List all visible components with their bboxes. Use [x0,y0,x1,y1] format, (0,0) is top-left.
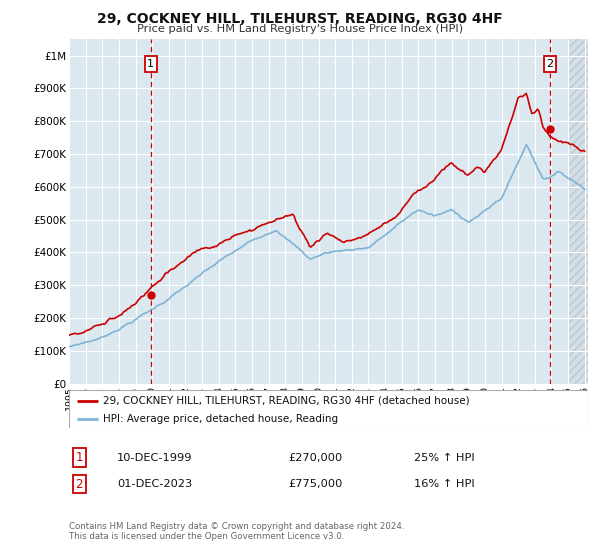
Text: 10-DEC-1999: 10-DEC-1999 [117,452,193,463]
Text: 1: 1 [76,451,83,464]
Text: 2: 2 [76,478,83,491]
Text: 25% ↑ HPI: 25% ↑ HPI [414,452,475,463]
Text: 1: 1 [147,59,154,69]
Text: 29, COCKNEY HILL, TILEHURST, READING, RG30 4HF: 29, COCKNEY HILL, TILEHURST, READING, RG… [97,12,503,26]
Text: Price paid vs. HM Land Registry's House Price Index (HPI): Price paid vs. HM Land Registry's House … [137,24,463,34]
Text: HPI: Average price, detached house, Reading: HPI: Average price, detached house, Read… [103,414,338,424]
Bar [568,39,600,384]
Text: 01-DEC-2023: 01-DEC-2023 [117,479,192,489]
Text: £775,000: £775,000 [288,479,343,489]
Text: Contains HM Land Registry data © Crown copyright and database right 2024.
This d: Contains HM Land Registry data © Crown c… [69,522,404,542]
Text: 29, COCKNEY HILL, TILEHURST, READING, RG30 4HF (detached house): 29, COCKNEY HILL, TILEHURST, READING, RG… [103,396,469,406]
Text: £270,000: £270,000 [288,452,342,463]
Text: 2: 2 [547,59,554,69]
Text: 16% ↑ HPI: 16% ↑ HPI [414,479,475,489]
